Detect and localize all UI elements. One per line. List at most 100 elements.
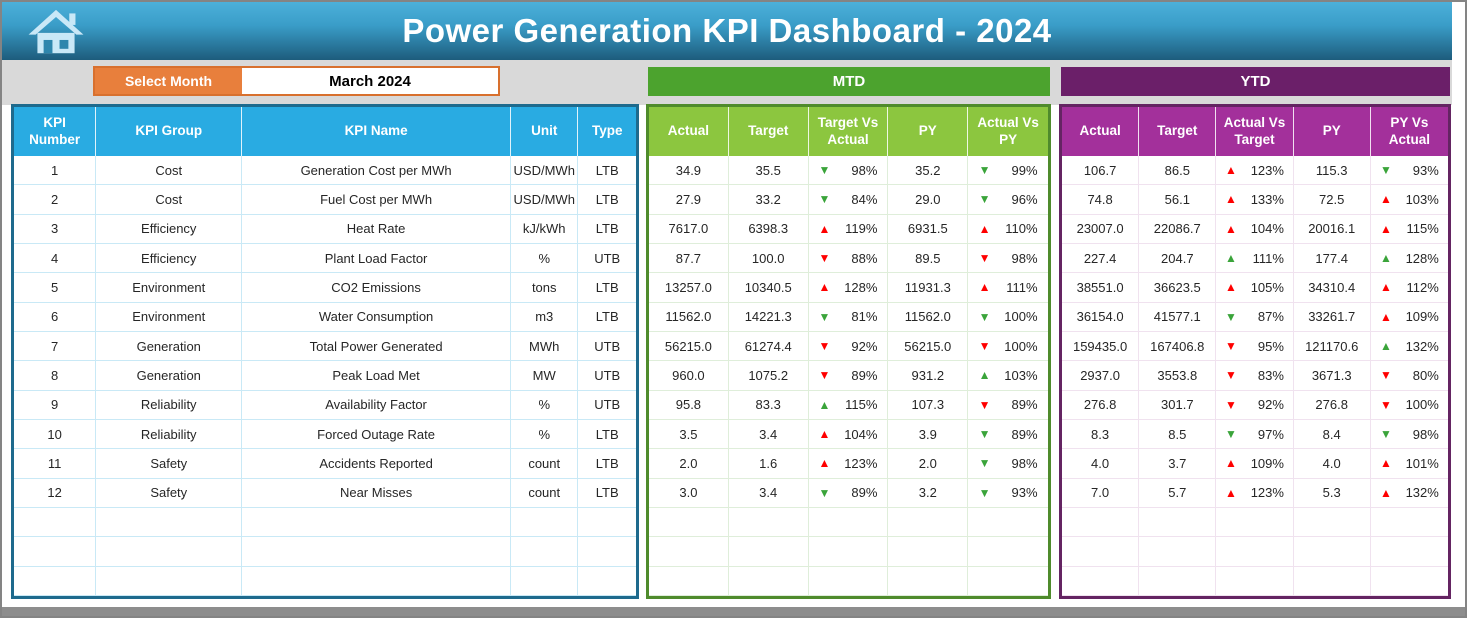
ytd-table-header: Target — [1139, 107, 1217, 156]
trend-arrow-icon: ▼ — [1225, 309, 1237, 324]
kpi-number-cell: 1 — [14, 156, 97, 186]
ratio-value: 133% — [1250, 191, 1284, 207]
ratio-cell: ▲ 109% — [1370, 303, 1448, 332]
ratio-cell: ▲ 111% — [1216, 244, 1294, 274]
ratio-value: 99% — [1011, 162, 1038, 178]
target-cell: 33.2 — [728, 185, 809, 215]
ratio-value: 105% — [1250, 279, 1284, 295]
ratio-cell: ▲ 103% — [1370, 185, 1448, 215]
target-cell: 167406.8 — [1139, 332, 1217, 362]
home-icon[interactable] — [24, 9, 88, 55]
trend-arrow-icon: ▼ — [818, 339, 831, 354]
trend-arrow-icon: ▲ — [1225, 221, 1237, 236]
ratio-cell: ▲ 112% — [1370, 273, 1448, 303]
actual-cell: 276.8 — [1062, 390, 1140, 420]
trend-arrow-icon: ▲ — [978, 280, 991, 295]
page-title: Power Generation KPI Dashboard - 2024 — [402, 12, 1052, 49]
empty-cell — [808, 566, 889, 596]
ratio-cell: ▼ 89% — [968, 420, 1048, 450]
kpi-unit-cell: kJ/kWh — [511, 214, 579, 244]
ratio-cell: ▼ 98% — [1370, 420, 1448, 450]
py-cell: 2.0 — [888, 449, 969, 479]
kpi-group-cell: Cost — [96, 185, 243, 215]
ratio-cell: ▲ 132% — [1370, 479, 1448, 508]
empty-cell — [808, 508, 889, 538]
ratio-value: 104% — [1250, 221, 1284, 237]
py-cell: 3.2 — [888, 478, 969, 508]
actual-cell: 7617.0 — [649, 214, 729, 244]
ratio-value: 98% — [1011, 250, 1038, 266]
trend-arrow-icon: ▼ — [1225, 427, 1237, 442]
target-cell: 3.4 — [728, 420, 809, 450]
empty-cell — [649, 508, 729, 538]
ratio-value: 123% — [844, 455, 878, 471]
kpi-type-cell: LTB — [578, 185, 636, 215]
kpi-type-cell: UTB — [578, 361, 636, 391]
actual-cell: 95.8 — [649, 390, 729, 420]
ratio-cell: ▲ 110% — [968, 215, 1048, 244]
trend-arrow-icon: ▼ — [818, 368, 831, 383]
empty-cell — [1216, 566, 1294, 596]
ratio-cell: ▲ 133% — [1216, 185, 1294, 215]
actual-cell: 8.3 — [1062, 420, 1140, 450]
empty-cell — [1216, 537, 1294, 567]
ratio-cell: ▲ 101% — [1370, 449, 1448, 479]
ratio-value: 112% — [1406, 279, 1439, 295]
trend-arrow-icon: ▼ — [978, 192, 991, 207]
kpi-table-header: KPI Group — [96, 107, 243, 156]
trend-arrow-icon: ▼ — [1225, 368, 1237, 383]
kpi-name-cell: Water Consumption — [242, 302, 511, 332]
ratio-cell: ▼ 89% — [968, 391, 1048, 420]
kpi-type-cell: UTB — [578, 244, 636, 274]
ratio-cell: ▲ 105% — [1216, 273, 1294, 303]
ratio-value: 89% — [1011, 426, 1038, 442]
trend-arrow-icon: ▲ — [1225, 485, 1237, 500]
ratio-value: 98% — [1412, 426, 1439, 442]
mtd-table-header: Target Vs Actual — [808, 107, 889, 156]
ratio-value: 97% — [1257, 426, 1284, 442]
kpi-number-cell: 11 — [14, 449, 97, 479]
actual-cell: 3.5 — [649, 420, 729, 450]
kpi-name-cell: Near Misses — [242, 478, 511, 508]
empty-cell — [511, 537, 579, 567]
trend-arrow-icon: ▼ — [1379, 427, 1392, 442]
ytd-table-header: PY Vs Actual — [1370, 107, 1448, 156]
kpi-name-cell: Forced Outage Rate — [242, 420, 511, 450]
mtd-table-header: Actual Vs PY — [968, 107, 1048, 156]
kpi-table-header: Type — [578, 107, 636, 156]
target-cell: 3553.8 — [1139, 361, 1217, 391]
ratio-cell: ▼ 99% — [968, 156, 1048, 186]
select-month-button[interactable]: Select Month — [95, 68, 242, 94]
ratio-value: 104% — [844, 426, 878, 442]
kpi-unit-cell: USD/MWh — [511, 156, 579, 186]
ratio-cell: ▲ 103% — [968, 361, 1048, 391]
actual-cell: 11562.0 — [649, 302, 729, 332]
kpi-name-cell: Heat Rate — [242, 214, 511, 244]
py-cell: 177.4 — [1293, 244, 1371, 274]
kpi-table-header: KPI Name — [242, 107, 511, 156]
kpi-unit-cell: % — [511, 390, 579, 420]
trend-arrow-icon: ▲ — [1379, 339, 1392, 354]
ratio-value: 93% — [1412, 162, 1439, 178]
title-bar: Power Generation KPI Dashboard - 2024 — [2, 2, 1452, 60]
empty-cell — [1293, 537, 1371, 567]
kpi-type-cell: LTB — [578, 273, 636, 303]
kpi-group-cell: Environment — [96, 273, 243, 303]
actual-cell: 227.4 — [1062, 244, 1140, 274]
target-cell: 5.7 — [1139, 478, 1217, 508]
ratio-value: 88% — [851, 250, 878, 266]
empty-cell — [888, 508, 969, 538]
py-cell: 20016.1 — [1293, 214, 1371, 244]
trend-arrow-icon: ▼ — [978, 339, 991, 354]
selected-month-value[interactable]: March 2024 — [242, 68, 498, 94]
trend-arrow-icon: ▼ — [818, 163, 831, 178]
kpi-type-cell: LTB — [578, 479, 636, 508]
empty-cell — [1139, 537, 1217, 567]
ratio-value: 123% — [1250, 162, 1284, 178]
trend-arrow-icon: ▼ — [978, 485, 991, 500]
ratio-cell: ▲ 128% — [808, 273, 889, 303]
target-cell: 8.5 — [1139, 420, 1217, 450]
trend-arrow-icon: ▲ — [1225, 251, 1237, 266]
actual-cell: 106.7 — [1062, 156, 1140, 186]
ratio-value: 119% — [845, 221, 878, 237]
